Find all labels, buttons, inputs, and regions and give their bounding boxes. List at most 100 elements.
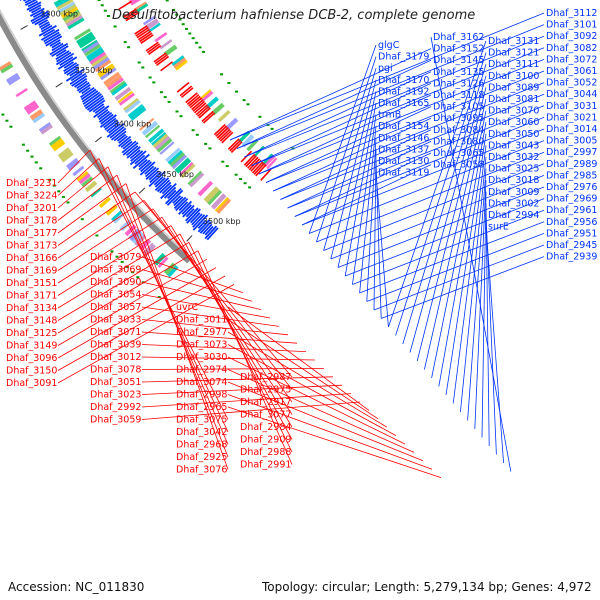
forward-gene-arrow xyxy=(197,219,207,229)
reverse-gene-arrow xyxy=(138,30,152,41)
gene-label-Dhaf_3165: Dhaf_3165 xyxy=(378,98,429,109)
gene-leader-line xyxy=(337,91,377,268)
gene-label-Dhaf_3173: Dhaf_3173 xyxy=(6,241,57,252)
cog-band-segment xyxy=(203,186,220,203)
gc-mark xyxy=(141,66,145,69)
gene-label-Dhaf_3074: Dhaf_3074 xyxy=(176,377,227,388)
cog-band-segment xyxy=(172,56,187,69)
gene-leader-line xyxy=(265,70,545,183)
forward-gene-arrow xyxy=(63,63,79,75)
gene-leader-line xyxy=(467,168,487,421)
gc-mark xyxy=(1,113,5,116)
cog-band-segment xyxy=(15,88,28,98)
gene-leader-line xyxy=(388,40,487,328)
forward-gene-arrow xyxy=(55,52,75,66)
cog-band-segment xyxy=(168,150,185,167)
gene-label-Dhaf_3162: Dhaf_3162 xyxy=(433,32,484,43)
gene-label-Dhaf_3054: Dhaf_3054 xyxy=(90,290,141,301)
gc-mark xyxy=(61,195,65,198)
reverse-gene-arrow xyxy=(230,141,243,153)
gene-label-Dhaf_2961: Dhaf_2961 xyxy=(546,205,597,216)
forward-gene-arrow xyxy=(149,171,162,184)
gene-label-Dhaf_3084: Dhaf_3084 xyxy=(433,125,484,136)
forward-gene-arrow xyxy=(185,207,199,222)
gene-leader-line xyxy=(251,47,545,166)
reverse-gene-arrow xyxy=(160,61,173,72)
forward-gene-arrow xyxy=(80,87,95,98)
reverse-gene-arrow xyxy=(125,12,139,22)
forward-gene-arrow xyxy=(78,84,91,94)
forward-gene-arrow xyxy=(156,179,171,193)
gene-leader-line xyxy=(345,198,545,277)
gene-leader-line xyxy=(229,12,545,141)
gene-leader-line xyxy=(352,114,377,285)
forward-gene-arrow xyxy=(57,56,78,70)
gc-mark xyxy=(107,15,110,17)
gene-label-Dhaf_3071: Dhaf_3071 xyxy=(90,327,141,338)
gene-label-Dhaf_3073: Dhaf_3073 xyxy=(176,340,227,351)
forward-gene-arrow xyxy=(45,35,63,47)
gene-leader-line xyxy=(366,137,377,302)
gc-mark xyxy=(172,9,175,11)
forward-gene-arrow xyxy=(139,161,156,176)
forward-gene-arrow xyxy=(192,214,206,228)
gc-mark xyxy=(220,73,223,76)
gene-label-Dhaf_3082: Dhaf_3082 xyxy=(546,43,597,54)
forward-gene-arrow xyxy=(63,62,77,72)
cog-band-segment xyxy=(86,47,105,62)
gc-mark xyxy=(39,167,43,170)
cog-band-segment xyxy=(114,86,132,101)
cog-band-segment xyxy=(225,117,239,131)
gc-mark xyxy=(100,4,104,7)
forward-gene-arrow xyxy=(148,170,166,187)
forward-gene-arrow xyxy=(148,170,160,181)
gene-leader-line xyxy=(57,149,91,184)
forward-gene-arrow xyxy=(161,184,172,195)
cog-band-segment xyxy=(147,22,161,33)
cog-band-segment xyxy=(154,32,168,43)
cog-band-segment xyxy=(117,90,134,104)
gene-label-Dhaf_3130: Dhaf_3130 xyxy=(378,156,429,167)
cog-band-segment xyxy=(174,58,188,71)
gc-mark xyxy=(179,115,183,118)
gc-mark xyxy=(175,13,179,16)
gene-label-Dhaf_3151: Dhaf_3151 xyxy=(6,278,57,289)
gene-leader-line xyxy=(141,344,307,352)
gene-leader-line xyxy=(227,331,388,428)
gene-label-Dhaf_2997: Dhaf_2997 xyxy=(546,147,597,158)
cog-band-segment xyxy=(78,35,96,49)
gc-mark xyxy=(26,149,30,152)
gene-leader-line xyxy=(359,126,377,294)
gene-leader-line xyxy=(330,79,377,260)
reverse-gene-arrow xyxy=(253,162,265,175)
cog-band-segment xyxy=(60,150,74,163)
gene-label-Dhaf_3069: Dhaf_3069 xyxy=(90,265,141,276)
forward-gene-arrow xyxy=(199,221,212,234)
reverse-gene-arrow xyxy=(194,102,207,114)
reverse-gene-arrow xyxy=(201,110,214,122)
reverse-gene-arrow xyxy=(218,128,231,141)
cog-band-segment xyxy=(200,90,214,103)
cog-band-segment xyxy=(238,130,251,144)
gene-leader-line xyxy=(375,172,389,328)
reverse-gene-arrow xyxy=(215,125,228,137)
gc-mark xyxy=(57,190,61,193)
forward-gene-arrow xyxy=(29,7,45,17)
gene-label-Dhaf_3079: Dhaf_3079 xyxy=(90,252,141,263)
reverse-gene-arrow xyxy=(252,161,264,174)
gene-leader-line xyxy=(352,209,545,285)
gene-label-Dhaf_3169: Dhaf_3169 xyxy=(6,266,57,277)
gene-label-Dhaf_3178: Dhaf_3178 xyxy=(6,216,57,227)
forward-gene-arrow xyxy=(98,110,110,121)
cog-band-segment xyxy=(60,6,79,19)
forward-gene-arrow xyxy=(94,105,105,114)
gene-label-Dhaf_3179: Dhaf_3179 xyxy=(378,52,429,63)
gc-mark xyxy=(159,91,163,94)
forward-gene-arrow xyxy=(26,1,42,11)
cog-band-segment xyxy=(77,172,91,185)
gene-leader-line xyxy=(141,294,271,319)
gc-mark xyxy=(167,100,171,103)
forward-gene-arrow xyxy=(25,0,38,6)
kbp-tick-mark xyxy=(186,235,193,242)
forward-gene-arrow xyxy=(66,66,80,76)
